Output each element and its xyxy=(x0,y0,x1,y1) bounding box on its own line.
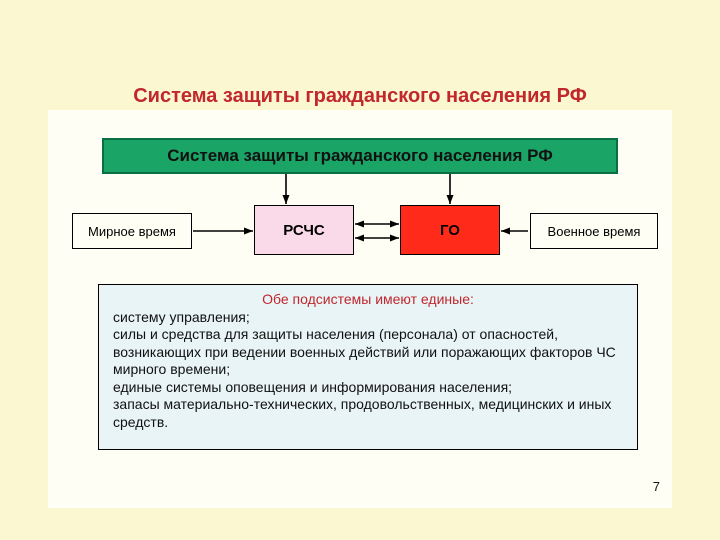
top-system-box-label: Система защиты гражданского населения РФ xyxy=(167,146,553,166)
rschs-label: РСЧС xyxy=(283,222,324,239)
go-label: ГО xyxy=(440,222,460,239)
peacetime-box: Мирное время xyxy=(72,213,192,249)
go-box: ГО xyxy=(400,205,500,255)
wartime-label: Военное время xyxy=(548,224,641,239)
top-system-box: Система защиты гражданского населения РФ xyxy=(102,138,618,174)
description-panel: Обе подсистемы имеют единые: систему упр… xyxy=(98,284,638,450)
wartime-box: Военное время xyxy=(530,213,658,249)
page-number: 7 xyxy=(653,479,660,494)
description-body: систему управления;силы и средства для з… xyxy=(113,309,623,432)
rschs-box: РСЧС xyxy=(254,205,354,255)
description-lead: Обе подсистемы имеют единые: xyxy=(113,291,623,309)
peacetime-label: Мирное время xyxy=(88,224,176,239)
slide-title: Система защиты гражданского населения РФ xyxy=(0,85,720,108)
